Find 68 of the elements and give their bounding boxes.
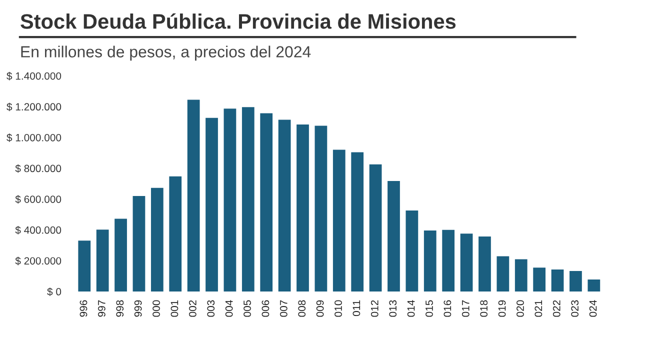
x-tick-label: 020	[516, 300, 524, 317]
bar	[533, 268, 546, 292]
x-tick-label: 011	[352, 300, 360, 316]
bar	[514, 259, 528, 292]
x-tick-label: 996	[80, 300, 88, 317]
x-tick-label: 001	[170, 300, 178, 317]
x-tick-label: 019	[498, 300, 506, 317]
bar	[551, 269, 564, 292]
bar	[169, 176, 182, 292]
x-tick-label: 021	[534, 300, 542, 317]
bar	[260, 113, 273, 292]
bar	[478, 236, 491, 292]
y-tick-label: $ 0	[47, 288, 62, 296]
y-tick-label: $ 800.000	[15, 164, 62, 173]
x-tick-label: 023	[571, 300, 579, 317]
x-tick-label: 000	[152, 300, 160, 317]
x-tick-label: 017	[462, 300, 470, 317]
bar	[296, 124, 309, 292]
bar	[442, 230, 455, 292]
bar	[588, 279, 600, 292]
x-tick-label: 015	[426, 300, 433, 317]
y-tick-label: $ 200.000	[15, 256, 62, 266]
bar	[224, 108, 236, 292]
bar	[206, 118, 218, 292]
x-tick-label: 018	[480, 300, 488, 317]
y-tick-label: $ 1.200.000	[6, 102, 62, 112]
chart-title: Stock Deuda Pública. Provincia de Misiones	[20, 13, 456, 29]
x-tick-label: 998	[116, 300, 124, 317]
x-tick-label: 013	[389, 300, 397, 317]
y-tick-label: $ 600.000	[15, 195, 62, 204]
bar	[406, 210, 418, 292]
bar	[132, 196, 146, 292]
x-tick-label: 014	[407, 300, 415, 317]
bar	[114, 218, 127, 292]
x-tick-label: 024	[589, 300, 597, 317]
x-tick-label: 022	[552, 300, 560, 317]
x-tick-label: 016	[444, 300, 452, 317]
y-tick-label: $ 1.000.000	[6, 134, 62, 142]
bar	[369, 164, 382, 292]
bar	[351, 152, 364, 292]
y-tick-label: $ 400.000	[15, 226, 62, 234]
x-tick-label: 004	[225, 300, 233, 317]
y-tick-label: $ 1.400.000	[6, 72, 62, 80]
bar	[570, 271, 582, 292]
bar	[96, 230, 109, 292]
x-tick-label: 999	[134, 300, 142, 317]
x-tick-label: 009	[316, 300, 324, 317]
bar	[242, 107, 254, 292]
x-tick-label: 012	[370, 300, 378, 317]
x-tick-label: 008	[298, 300, 306, 317]
bar	[332, 150, 346, 292]
x-tick-label: 010	[334, 300, 342, 317]
x-tick-label: 005	[244, 300, 251, 317]
x-tick-label: 002	[188, 300, 196, 317]
bar	[150, 188, 164, 292]
bar	[388, 181, 400, 292]
bar	[278, 120, 291, 292]
bar	[424, 230, 436, 292]
chart-subtitle: En millones de pesos, a precios del 2024	[21, 46, 311, 61]
bar	[314, 126, 328, 292]
x-tick-label: 007	[280, 300, 288, 317]
x-tick-label: 006	[262, 300, 270, 317]
x-tick-label: 997	[98, 300, 106, 317]
bar	[78, 240, 91, 292]
bar	[460, 234, 473, 292]
x-tick-label: 003	[207, 300, 215, 317]
bar	[496, 256, 510, 292]
bar	[187, 100, 200, 292]
